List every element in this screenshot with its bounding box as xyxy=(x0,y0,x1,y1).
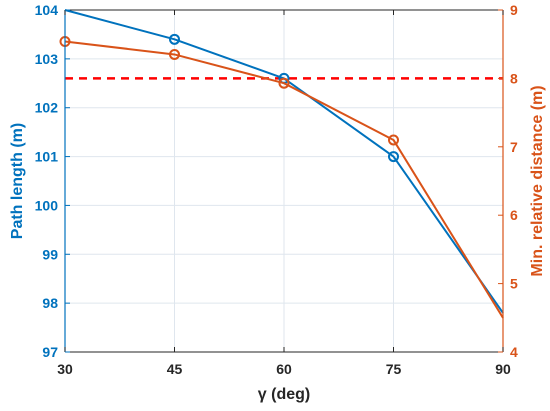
y-right-tick-label: 7 xyxy=(510,139,518,155)
x-tick-label: 75 xyxy=(386,361,402,377)
data-point-right xyxy=(278,77,290,89)
y-axis-right-label: Min. relative distance (m) xyxy=(529,85,546,276)
data-point-left xyxy=(169,33,180,45)
data-point-right xyxy=(169,48,180,60)
y-left-tick-label: 104 xyxy=(35,2,59,18)
grid-lines xyxy=(64,9,504,353)
y-left-tick-label: 99 xyxy=(42,246,58,262)
y-left-tick-label: 101 xyxy=(35,149,59,165)
y-axis-left-label: Path length (m) xyxy=(9,123,26,239)
y-right-tick-label: 8 xyxy=(510,70,518,86)
y-left-tick-label: 102 xyxy=(35,100,59,116)
x-tick-label: 30 xyxy=(57,361,73,377)
x-tick-label: 90 xyxy=(495,361,511,377)
y-right-tick-label: 9 xyxy=(510,2,518,18)
y-right-tick-label: 4 xyxy=(510,344,518,360)
y-left-tick-label: 98 xyxy=(42,295,58,311)
y-right-tick-label: 6 xyxy=(510,207,518,223)
data-point-right xyxy=(388,134,399,146)
x-axis-label: γ (deg) xyxy=(258,386,310,403)
series-line-right xyxy=(64,40,504,319)
y-left-tick-label: 97 xyxy=(42,344,58,360)
x-tick-label: 60 xyxy=(276,361,292,377)
plot-frame xyxy=(64,9,504,353)
y-right-tick-label: 5 xyxy=(510,276,518,292)
series-layer xyxy=(59,9,504,319)
data-point-left xyxy=(388,151,399,163)
y-left-tick-label: 100 xyxy=(35,197,59,213)
x-tick-label: 45 xyxy=(167,361,183,377)
y-left-tick-label: 103 xyxy=(35,51,59,67)
